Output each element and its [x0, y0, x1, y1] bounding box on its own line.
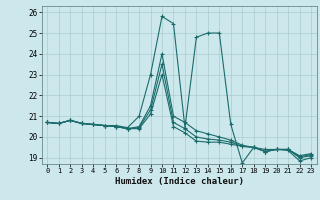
X-axis label: Humidex (Indice chaleur): Humidex (Indice chaleur) [115, 177, 244, 186]
